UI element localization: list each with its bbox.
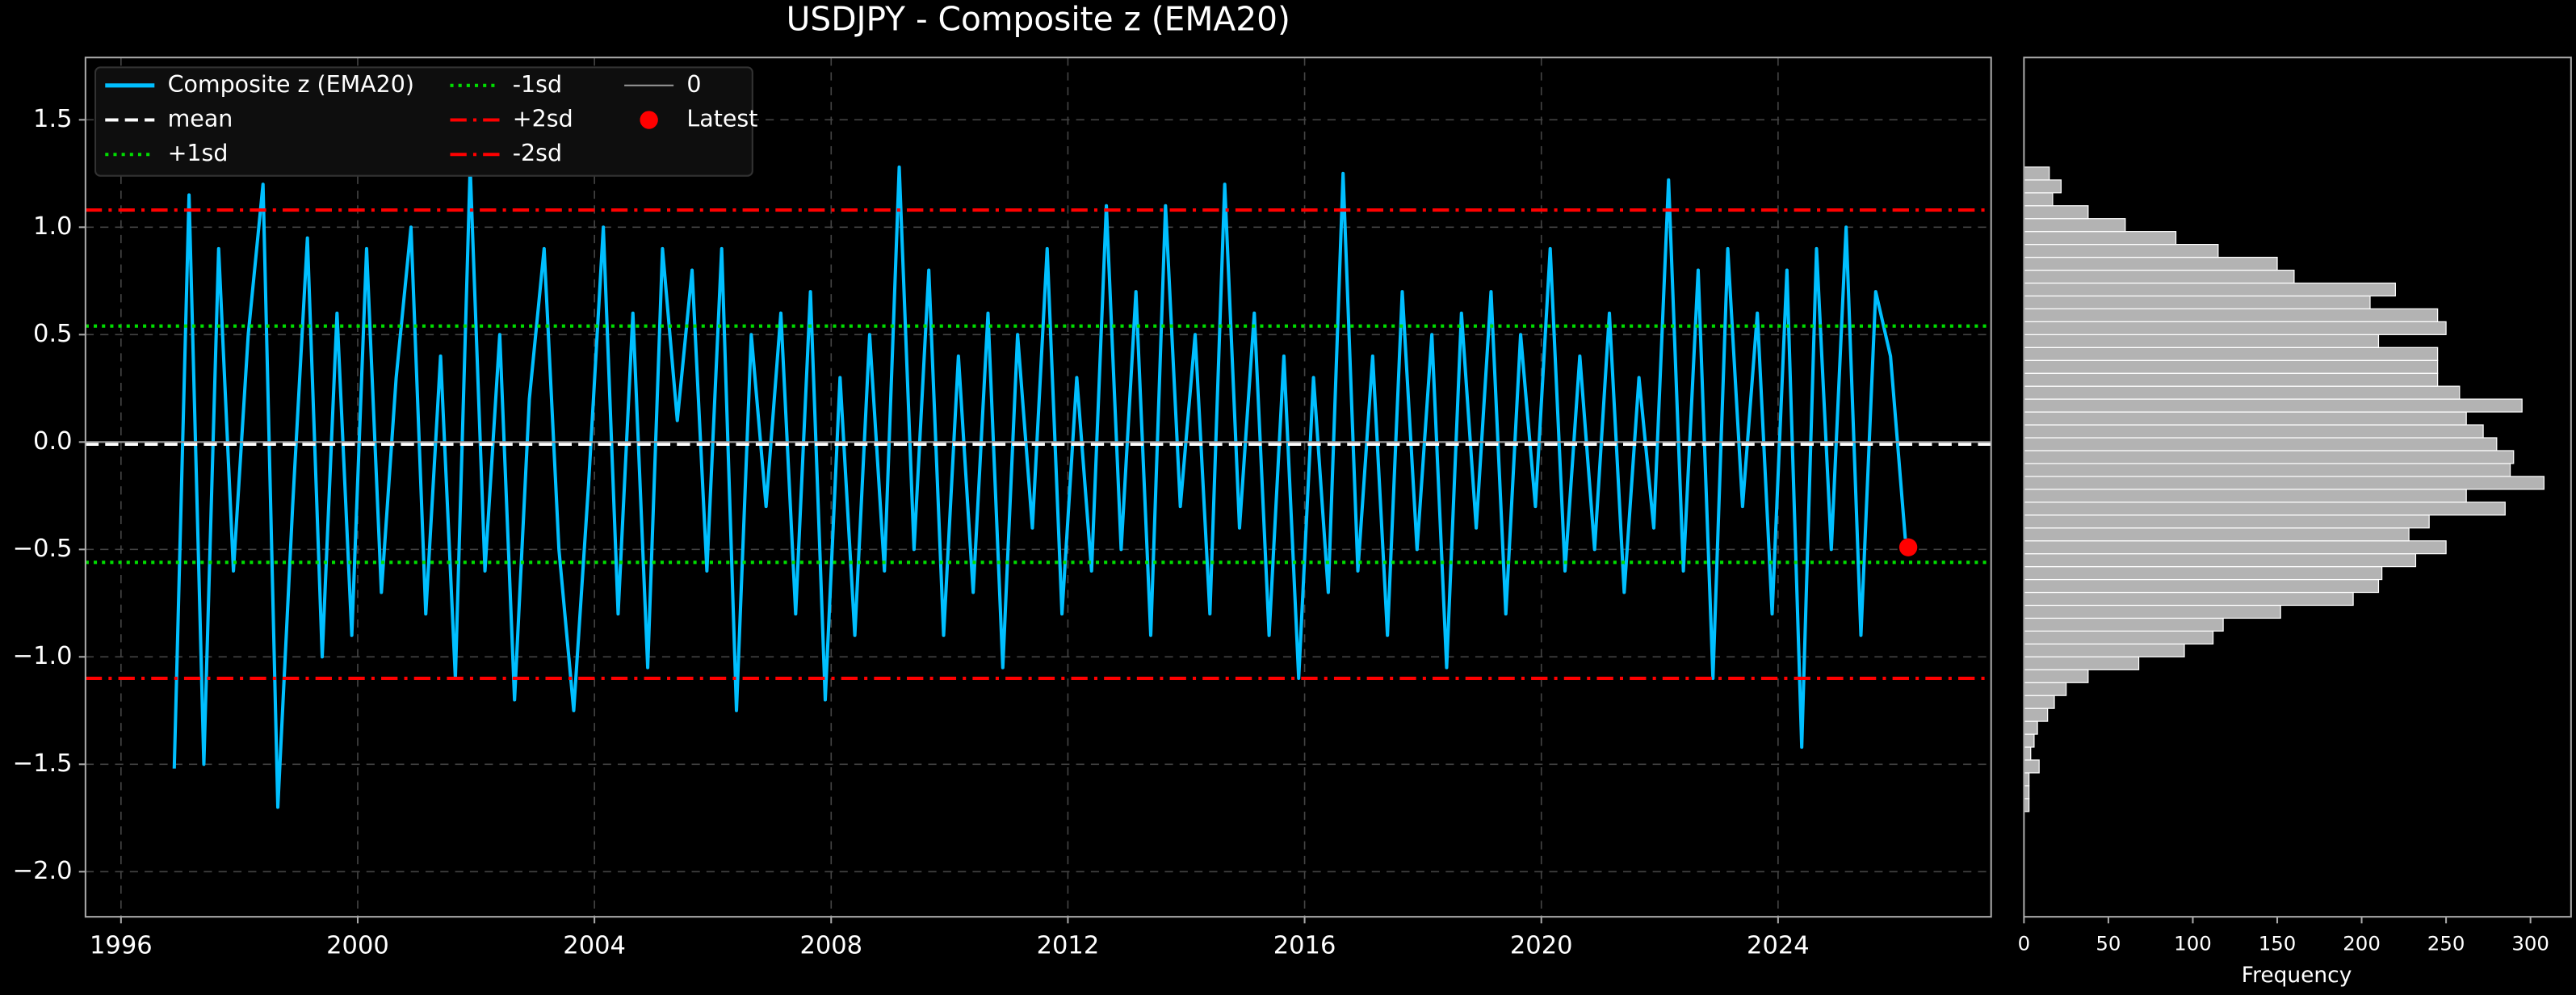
histogram-bar: [2023, 385, 2461, 400]
y-tick-label: 0.0: [33, 427, 73, 456]
data-line: [172, 165, 1907, 809]
histogram-bar: [2023, 759, 2040, 774]
x-tick-label: 2000: [326, 931, 389, 959]
histogram-bar: [2023, 244, 2219, 258]
y-tick-label: 0.5: [33, 320, 73, 348]
histogram-bar: [2023, 540, 2447, 555]
x-tick-label: 2004: [563, 931, 626, 959]
histogram-bar: [2023, 514, 2430, 529]
histogram-bar: [2023, 553, 2417, 568]
legend-swatch: [640, 111, 658, 129]
legend-label: -1sd: [513, 71, 562, 98]
histogram-bar: [2023, 450, 2515, 464]
histogram-bar: [2023, 617, 2224, 632]
histogram-bar: [2023, 502, 2506, 516]
histogram-bar: [2023, 346, 2439, 361]
histogram-bar: [2023, 643, 2185, 657]
legend-label: mean: [168, 106, 233, 132]
histogram-bar: [2023, 720, 2038, 735]
histogram-bar: [2023, 707, 2049, 722]
histogram-bar: [2023, 604, 2281, 619]
plot-frame: [2023, 57, 2572, 918]
histogram-bar: [2023, 565, 2383, 581]
histogram-bar: [2023, 359, 2439, 374]
y-tick-label: −2.0: [13, 857, 73, 885]
x-tick-label: 150: [2259, 932, 2297, 955]
latest-point: [1898, 538, 1918, 556]
histogram-bar: [2023, 256, 2278, 271]
x-tick-label: 1996: [90, 931, 153, 959]
y-tick-label: −0.5: [13, 535, 73, 563]
histogram-bar: [2023, 527, 2410, 542]
histogram-bar: [2023, 463, 2511, 477]
x-tick-label: 2020: [1510, 931, 1573, 959]
x-tick-label: 2016: [1273, 931, 1336, 959]
x-tick-label: 2008: [799, 931, 862, 959]
y-tick-label: 1.5: [33, 105, 73, 133]
histogram-bar: [2023, 733, 2035, 748]
legend-label: -2sd: [513, 140, 562, 166]
histogram-bar: [2023, 682, 2067, 696]
legend-box: [94, 66, 753, 177]
y-tick-label: −1.5: [13, 749, 73, 778]
histogram-bar: [2023, 269, 2295, 284]
x-tick-label: 2012: [1037, 931, 1100, 959]
x-tick-label: 100: [2174, 932, 2212, 955]
x-tick-label: 250: [2427, 932, 2465, 955]
histogram-bar: [2023, 437, 2498, 451]
y-tick-label: 1.0: [33, 212, 73, 241]
histogram-bar: [2023, 398, 2523, 413]
histogram-bar: [2023, 669, 2089, 683]
histogram-bar: [2023, 746, 2032, 761]
histogram-bar: [2023, 334, 2380, 348]
histogram-bar: [2023, 695, 2055, 709]
x-tick-label: 50: [2096, 932, 2121, 955]
x-tick-label: 200: [2343, 932, 2381, 955]
histogram-bar: [2023, 218, 2126, 233]
histogram-bar: [2023, 166, 2050, 181]
legend-label: Latest: [686, 106, 757, 132]
histogram-bar: [2023, 192, 2054, 207]
x-tick-label: 2024: [1747, 931, 1810, 959]
histogram-bar: [2023, 372, 2439, 387]
x-tick-label: 0: [2018, 932, 2031, 955]
legend-label: +1sd: [168, 140, 229, 166]
legend-label: 0: [686, 71, 701, 98]
x-tick-label: 300: [2511, 932, 2549, 955]
histogram-bar: [2023, 489, 2467, 503]
histogram-bar: [2023, 308, 2439, 322]
histogram-bar: [2023, 282, 2396, 297]
legend-label: +2sd: [513, 106, 573, 132]
histogram-bar: [2023, 411, 2467, 426]
plot-frame: [84, 57, 1992, 918]
histogram-bar: [2023, 295, 2371, 310]
histogram-bar: [2023, 476, 2545, 490]
histogram-bar: [2023, 321, 2447, 335]
legend-label: Composite z (EMA20): [168, 71, 414, 98]
histogram-bar: [2023, 424, 2484, 439]
histogram-bar: [2023, 231, 2177, 246]
chart-title: USDJPY - Composite z (EMA20): [787, 0, 1290, 38]
histogram-bar: [2023, 578, 2380, 594]
histogram-bar: [2023, 205, 2089, 220]
histogram-bar: [2023, 591, 2354, 607]
y-tick-label: −1.0: [13, 642, 73, 670]
histogram-bar: [2023, 179, 2062, 194]
histogram-bar: [2023, 630, 2214, 644]
histogram-bar: [2023, 656, 2140, 670]
x-axis-label: Frequency: [2242, 963, 2352, 988]
